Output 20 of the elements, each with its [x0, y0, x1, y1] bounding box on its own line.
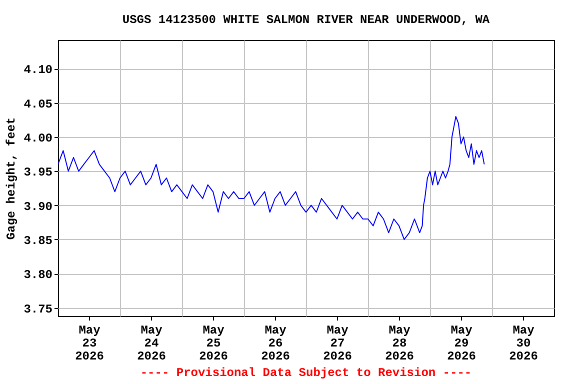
x-tick-label: May 24 2026: [137, 324, 166, 364]
chart-title: USGS 14123500 WHITE SALMON RIVER NEAR UNDERWOOD, WA: [122, 13, 490, 27]
x-tick-label: May 29 2026: [447, 324, 476, 364]
x-tick-label: May 27 2026: [323, 324, 352, 364]
text: ---- Provisional Data Subject to Revision ----: [139, 366, 473, 380]
y-axis-title: Gage height, feet: [4, 117, 19, 240]
y-tick-label: 4.00: [24, 132, 52, 146]
y-tick-label: 3.95: [24, 166, 52, 180]
x-tick-label: May 30 2026: [509, 324, 538, 364]
y-tick-label: 3.75: [24, 302, 52, 316]
y-tick-label: 4.10: [24, 63, 52, 78]
y-tick-label: 4.05: [24, 97, 52, 112]
y-tick-label: 3.85: [24, 234, 52, 248]
y-tick-label: 3.90: [24, 200, 52, 214]
line-series: [58, 116, 485, 240]
y-tick-label: 3.80: [24, 268, 52, 282]
x-tick-label: May 26 2026: [261, 324, 290, 364]
x-tick-label: May 23 2026: [75, 324, 104, 364]
x-tick-label: May 25 2026: [199, 324, 228, 364]
x-tick-label: May 28 2026: [385, 324, 414, 364]
